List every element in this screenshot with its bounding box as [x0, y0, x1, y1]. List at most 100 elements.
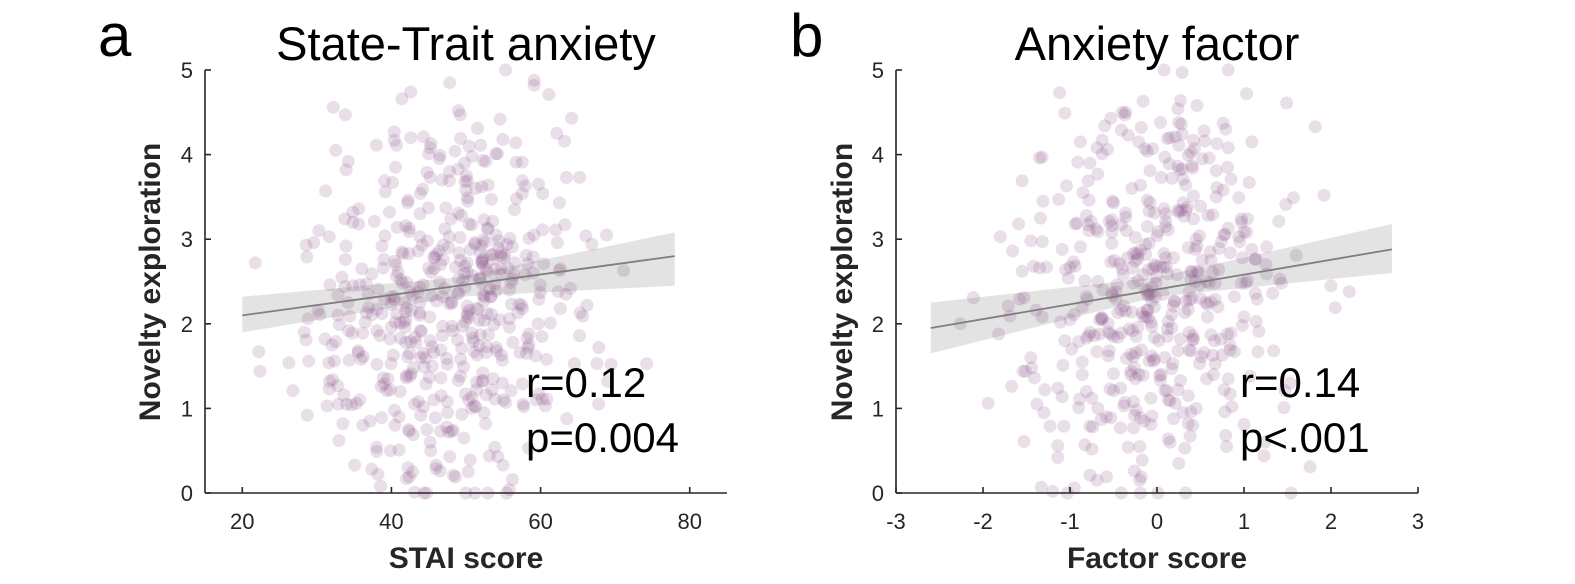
scatter-point: [325, 338, 339, 352]
scatter-point: [1160, 267, 1174, 281]
scatter-point: [1218, 227, 1232, 241]
scatter-point: [1165, 308, 1179, 321]
scatter-point: [1184, 405, 1198, 419]
scatter-point: [1080, 385, 1093, 398]
scatter-point: [1124, 368, 1138, 382]
scatter-point: [1119, 105, 1133, 119]
scatter-point: [489, 284, 503, 298]
y-tick-label: 5: [181, 58, 193, 83]
y-tick-label: 1: [181, 396, 193, 421]
scatter-point: [516, 397, 530, 411]
scatter-point: [1171, 159, 1185, 173]
scatter-point: [526, 250, 540, 264]
scatter-point: [1277, 401, 1291, 415]
scatter-point: [1171, 383, 1185, 397]
scatter-point: [369, 138, 383, 152]
scatter-point: [323, 374, 336, 388]
scatter-point: [1184, 264, 1198, 278]
scatter-point: [393, 316, 407, 330]
scatter-point: [436, 290, 450, 304]
scatter-point: [452, 246, 466, 260]
panel-b: b Anxiety factor 0 1 2 3 4 5 -3 -2 -1 0 1 2 3 Factor…: [790, 2, 1424, 575]
scatter-point: [515, 377, 529, 391]
scatter-point: [573, 306, 587, 320]
scatter-point: [1151, 225, 1165, 239]
scatter-point: [421, 201, 435, 215]
scatter-point: [1107, 253, 1121, 267]
scatter-point: [435, 329, 449, 343]
scatter-point: [1015, 174, 1029, 188]
scatter-point: [1051, 439, 1065, 453]
scatter-point: [383, 205, 396, 219]
scatter-point: [527, 228, 541, 242]
scatter-point: [1221, 327, 1234, 341]
scatter-point: [1200, 372, 1214, 386]
scatter-point: [375, 307, 389, 321]
scatter-point: [1220, 440, 1234, 453]
scatter-point: [404, 367, 418, 381]
scatter-point: [455, 209, 468, 222]
stat-r-b: r=0.14: [1240, 359, 1360, 406]
scatter-point: [402, 424, 416, 438]
scatter-point: [1317, 188, 1331, 202]
scatter-point: [388, 418, 402, 432]
scatter-point: [476, 374, 490, 387]
scatter-point: [1091, 167, 1105, 181]
y-tick-label: 3: [181, 227, 193, 252]
scatter-point: [1208, 357, 1222, 371]
scatter-point: [378, 185, 392, 199]
scatter-point: [1185, 291, 1199, 305]
scatter-point: [1140, 144, 1154, 158]
scatter-point: [253, 364, 267, 378]
scatter-point: [481, 221, 495, 235]
scatter-point: [501, 261, 515, 275]
scatter-point: [1328, 301, 1342, 315]
scatter-point: [319, 184, 333, 198]
scatter-point: [1210, 181, 1224, 195]
scatter-point: [1125, 181, 1139, 195]
scatter-point: [502, 483, 516, 497]
scatter-point: [389, 258, 403, 272]
scatter-point: [1278, 384, 1292, 398]
scatter-point: [413, 230, 427, 244]
scatter-point: [489, 147, 503, 161]
scatter-point: [981, 396, 995, 410]
scatter-point: [1279, 198, 1293, 211]
scatter-point: [1161, 223, 1175, 237]
scatter-point: [488, 392, 502, 406]
scatter-point: [494, 267, 508, 281]
scatter-point: [1084, 214, 1098, 228]
scatter-point: [377, 377, 391, 391]
scatter-point: [481, 178, 495, 192]
scatter-point: [1158, 351, 1172, 365]
scatter-point: [1135, 453, 1149, 467]
scatter-point: [1165, 321, 1179, 335]
x-tick-label: 2: [1325, 509, 1337, 534]
scatter-point: [326, 373, 339, 387]
scatter-point: [477, 406, 491, 420]
scatter-point: [494, 262, 508, 276]
scatter-point: [1134, 121, 1148, 134]
scatter-point: [522, 338, 536, 352]
scatter-point: [1111, 330, 1125, 344]
scatter-point: [401, 196, 414, 210]
scatter-point: [1091, 401, 1105, 415]
scatter-point: [1147, 258, 1161, 272]
scatter-point: [1116, 268, 1130, 282]
scatter-point: [423, 170, 437, 184]
scatter-point: [345, 326, 359, 340]
scatter-point: [1061, 271, 1075, 285]
scatter-point: [1127, 395, 1140, 409]
scatter-point: [297, 325, 311, 339]
scatter-point: [465, 401, 479, 415]
scatter-point: [1147, 352, 1161, 366]
scatter-point: [1216, 183, 1230, 197]
scatter-point: [389, 269, 403, 283]
scatter-point: [399, 313, 413, 327]
scatter-point: [402, 470, 416, 484]
scatter-point: [299, 333, 313, 347]
scatter-point: [1105, 225, 1119, 239]
scatter-point: [495, 376, 509, 390]
scatter-point: [1102, 214, 1116, 228]
